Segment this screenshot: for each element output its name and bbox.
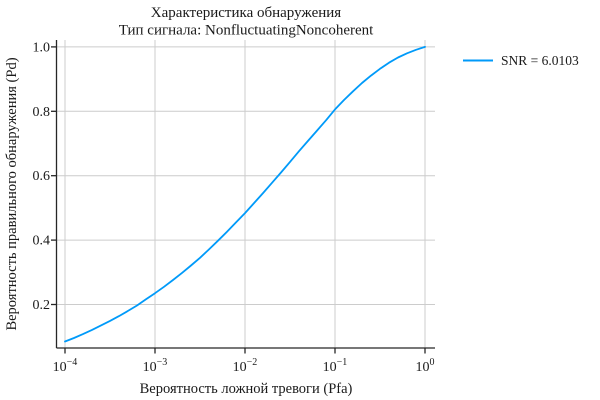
grid-lines — [56, 40, 435, 348]
chart-subtitle: Тип сигнала: NonfluctuatingNoncoherent — [119, 23, 374, 39]
text-labels: Характеристика обнаружения Тип сигнала: … — [4, 5, 374, 397]
y-tick-label: 1.0 — [33, 40, 51, 55]
chart-title: Характеристика обнаружения — [151, 5, 341, 21]
y-tick-label: 0.2 — [33, 298, 51, 313]
series-curves — [64, 46, 426, 343]
axes — [51, 40, 435, 354]
y-axis-label: Вероятность правильного обнаружения (Pd) — [4, 57, 20, 330]
legend: SNR = 6.0103 — [463, 53, 579, 68]
roc-curve — [64, 46, 426, 343]
y-tick-label: 0.6 — [33, 169, 51, 184]
x-axis-label: Вероятность ложной тревоги (Pfa) — [140, 381, 353, 397]
y-tick-label: 0.8 — [33, 105, 51, 120]
y-tick-label: 0.4 — [33, 234, 51, 249]
legend-label: SNR = 6.0103 — [501, 53, 579, 68]
